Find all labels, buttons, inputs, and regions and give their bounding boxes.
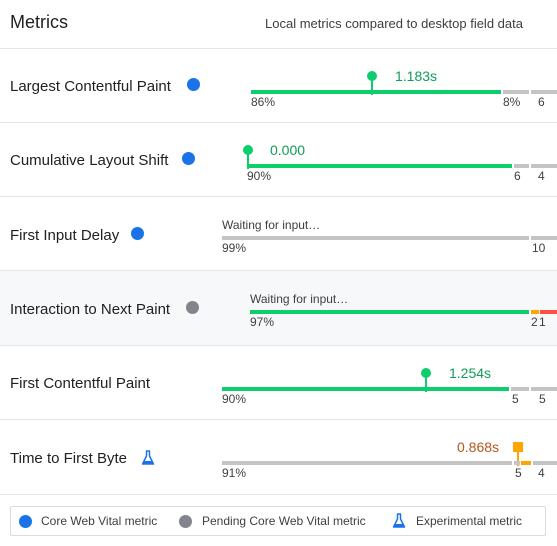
field-needs-improvement-bar [514,461,520,465]
field-poor-bar [531,387,557,391]
metric-value: 0.868s [457,439,500,455]
field-ni-pct: 2 [531,315,538,329]
field-good-pct: 86% [251,95,276,109]
field-good-pct: 90% [247,169,272,183]
metric-row-ttfb[interactable]: Time to First Byte 0.868s 91% 5 4 [0,419,557,495]
pending-core-web-vital-icon [179,515,192,528]
metric-label: First Input Delay [10,227,120,244]
field-good-pct: 99% [222,241,247,255]
marker-stem [371,79,373,95]
marker-stem [425,376,427,392]
metric-value: 1.183s [395,68,438,84]
field-good-bar [250,310,529,314]
waiting-for-input-text: Waiting for input… [222,218,321,232]
field-poor-pct: 5 [539,392,546,406]
local-value-marker-icon [513,442,523,452]
local-value-marker-icon [243,145,253,155]
field-needs-improvement-bar [521,461,531,465]
field-good-pct: 90% [222,392,247,406]
legend-core-label: Core Web Vital metric [41,514,158,528]
metric-label: Time to First Byte [10,450,127,467]
field-needs-improvement-bar [531,310,539,314]
metric-row-fcp[interactable]: First Contentful Paint 1.254s 90% 5 5 [0,345,557,420]
field-ni-pct: 5 [515,466,522,480]
field-needs-improvement-bar [503,90,529,94]
metric-row-inp[interactable]: Interaction to Next Paint Waiting for in… [0,270,557,345]
field-ni-pct: 5 [512,392,519,406]
field-poor-pct: 6 [538,95,545,109]
field-needs-improvement-bar [531,236,557,240]
metrics-legend: Core Web Vital metric Pending Core Web V… [10,506,546,536]
core-web-vital-icon [187,78,200,91]
field-poor-pct: 4 [538,466,545,480]
page-title: Metrics [10,12,68,32]
field-poor-bar [531,164,557,168]
metric-label: Cumulative Layout Shift [10,152,169,169]
field-needs-improvement-bar [514,164,529,168]
field-good-bar [222,387,509,391]
field-good-bar [222,461,512,465]
metric-value: 0.000 [270,142,306,158]
metric-value: 1.254s [449,365,492,381]
field-data-subtitle: Local metrics compared to desktop field … [265,16,523,31]
local-value-marker-icon [367,71,377,81]
field-poor-pct: 4 [538,169,545,183]
marker-stem [517,451,519,466]
metric-row-lcp[interactable]: Largest Contentful Paint 1.183s 86% 8% 6 [0,48,557,123]
metric-row-cls[interactable]: Cumulative Layout Shift 0.000 90% 6 4 [0,122,557,197]
experimental-flask-icon [392,513,406,528]
field-needs-improvement-bar [511,387,529,391]
field-good-pct: 97% [250,315,275,329]
field-good-bar [247,164,512,168]
metric-label: First Contentful Paint [10,375,151,392]
field-ni-pct: 6 [514,169,521,183]
waiting-for-input-text: Waiting for input… [250,292,349,306]
field-poor-pct: 1 [539,315,546,329]
local-value-marker-icon [421,368,431,378]
field-good-bar [251,90,501,94]
field-poor-bar [540,310,557,314]
pending-core-web-vital-icon [186,301,199,314]
field-ni-pct: 8% [503,95,521,109]
field-good-bar [222,236,529,240]
metrics-header: Metrics Local metrics compared to deskto… [0,0,557,50]
field-ni-pct: 10 [532,241,546,255]
legend-pending-label: Pending Core Web Vital metric [202,514,366,528]
core-web-vital-icon [182,152,195,165]
field-poor-bar [533,461,557,465]
metric-row-fid[interactable]: First Input Delay Waiting for input… 99%… [0,196,557,271]
field-poor-bar [531,90,557,94]
legend-experimental-label: Experimental metric [416,514,523,528]
metric-label: Interaction to Next Paint [10,301,171,318]
experimental-flask-icon [141,450,155,465]
core-web-vital-icon [19,515,32,528]
marker-stem [247,153,249,169]
field-good-pct: 91% [222,466,247,480]
core-web-vital-icon [131,227,144,240]
metric-label: Largest Contentful Paint [10,78,171,95]
